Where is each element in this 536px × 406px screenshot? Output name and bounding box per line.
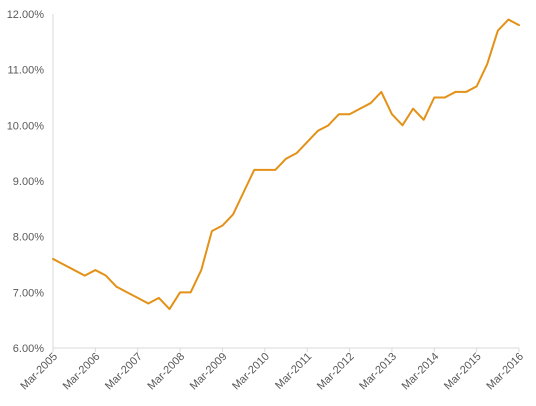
x-tick-label: Mar-2005 xyxy=(18,351,60,393)
x-tick-label: Mar-2008 xyxy=(145,351,187,393)
x-tick-label: Mar-2016 xyxy=(484,351,526,393)
x-axis-tick-marks xyxy=(52,348,520,352)
series-group xyxy=(52,18,520,311)
x-tick-label: Mar-2009 xyxy=(188,351,230,393)
y-tick-label: 10.00% xyxy=(7,120,45,132)
y-tick-label: 8.00% xyxy=(13,232,44,244)
x-tick-label: Mar-2006 xyxy=(61,351,103,393)
x-tick-label: Mar-2015 xyxy=(442,351,484,393)
x-tick-label: Mar-2007 xyxy=(103,351,145,393)
y-tick-label: 12.00% xyxy=(7,9,45,21)
y-tick-label: 6.00% xyxy=(13,343,44,355)
y-tick-label: 9.00% xyxy=(13,176,44,188)
x-tick-label: Mar-2013 xyxy=(357,351,399,393)
x-tick-label: Mar-2010 xyxy=(230,351,272,393)
y-tick-label: 7.00% xyxy=(13,287,44,299)
y-axis-tick-labels: 6.00% 7.00% 8.00% 9.00% 10.00% 11.00% 12.00% xyxy=(7,9,45,355)
axes xyxy=(52,14,519,349)
x-tick-label: Mar-2011 xyxy=(273,351,314,392)
x-axis-tick-labels: Mar-2005 Mar-2006 Mar-2007 Mar-2008 Mar-2009… xyxy=(18,351,526,393)
x-tick-label: Mar-2012 xyxy=(315,351,357,393)
x-tick-label: Mar-2014 xyxy=(400,351,442,393)
series-line xyxy=(52,18,520,311)
y-tick-label: 11.00% xyxy=(8,65,45,77)
